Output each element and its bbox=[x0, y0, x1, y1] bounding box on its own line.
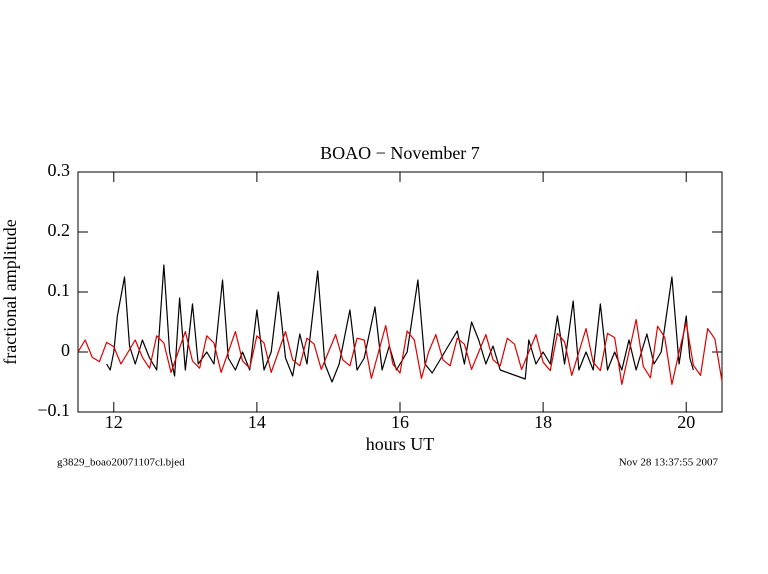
x-tick-label: 12 bbox=[105, 412, 123, 432]
data-line bbox=[106, 264, 694, 383]
data-line bbox=[77, 319, 723, 385]
y-tick-label: 0 bbox=[61, 340, 70, 360]
x-tick-label: 20 bbox=[677, 412, 695, 432]
chart-title: BOAO − November 7 bbox=[320, 143, 480, 163]
y-axis-label: fractional amplitude bbox=[0, 219, 20, 364]
x-tick-label: 14 bbox=[248, 412, 266, 432]
y-tick-label: −0.1 bbox=[37, 400, 70, 420]
y-tick-label: 0.3 bbox=[48, 160, 71, 180]
footnote: Nov 28 13:37:55 2007 bbox=[619, 457, 719, 469]
y-tick-label: 0.1 bbox=[48, 280, 71, 300]
x-axis-label: hours UT bbox=[366, 434, 435, 454]
y-tick-label: 0.2 bbox=[48, 220, 71, 240]
footnote: g3829_boao20071107cl.bjed bbox=[57, 457, 185, 469]
x-tick-label: 18 bbox=[534, 412, 552, 432]
x-tick-label: 16 bbox=[391, 412, 409, 432]
